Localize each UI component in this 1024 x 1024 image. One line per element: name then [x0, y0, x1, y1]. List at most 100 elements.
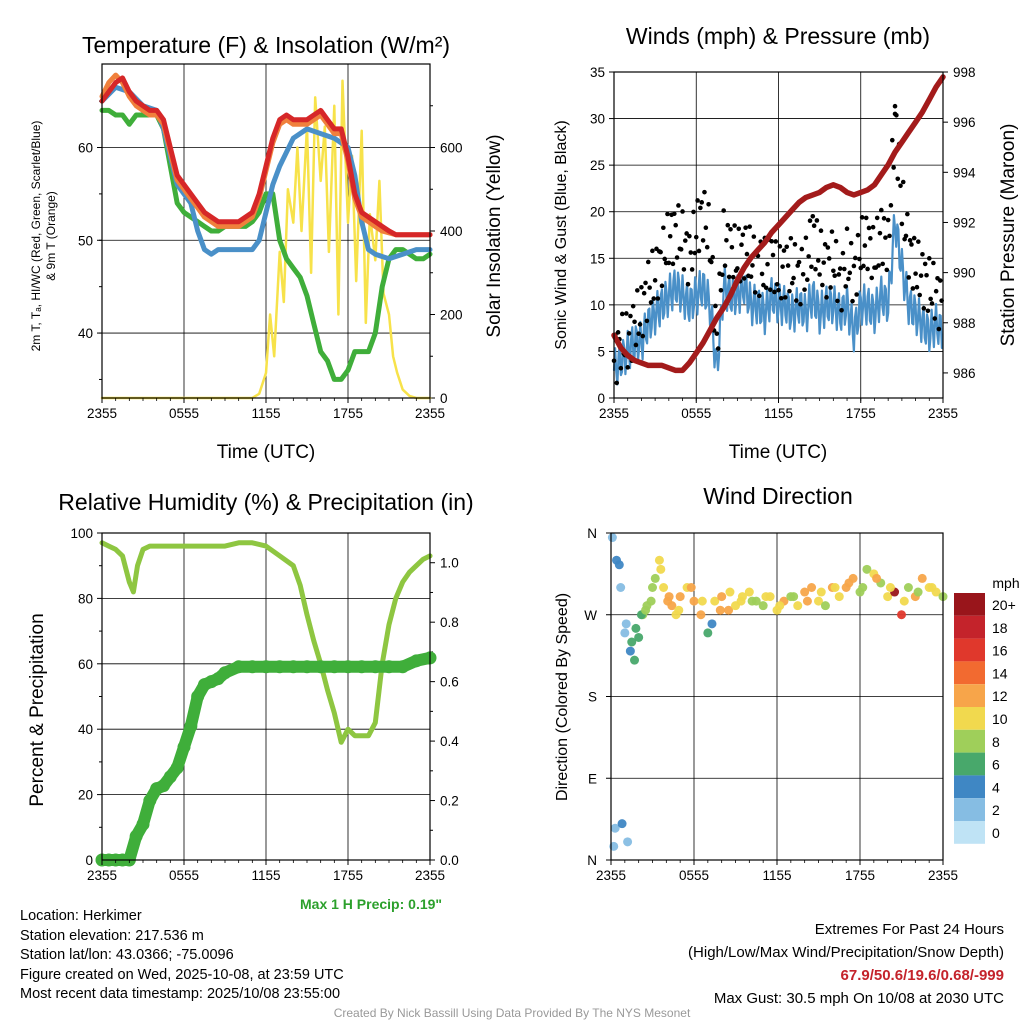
wind-xlabel: Time (UTC) [729, 442, 828, 463]
dir-point [697, 596, 707, 606]
temp-ytick-right-label: 600 [440, 141, 463, 156]
wind-gust-point [689, 267, 695, 272]
wind-gust-point [706, 201, 711, 207]
wind-gust-point [826, 256, 832, 261]
dir-point [707, 619, 717, 629]
dir-title: Wind Direction [703, 483, 853, 509]
wind-ytick-right-label: 994 [953, 165, 976, 180]
wind-gust-point [691, 209, 696, 215]
wind-gust-point [644, 318, 650, 324]
wind-series-pressure [611, 74, 946, 374]
wind-gust-point [741, 276, 747, 281]
dir-point [623, 837, 633, 847]
wind-gust-point [820, 282, 825, 288]
wind-gust-point [695, 198, 700, 203]
wind-gust-point [759, 271, 765, 277]
wind-gust-point [884, 267, 890, 273]
wind-gust-point [667, 233, 673, 239]
wind-gust-point [639, 284, 644, 290]
dir-point [646, 596, 656, 606]
wind-gust-point [718, 287, 724, 293]
legend-swatch [954, 729, 985, 753]
dir-point [715, 605, 725, 615]
wind-gust-point [803, 235, 809, 241]
rh-ytick-right-label: 0.2 [440, 794, 459, 809]
wind-gust-point [892, 103, 898, 109]
wind-xtick-label: 0555 [681, 406, 711, 421]
legend-swatch [954, 615, 985, 639]
wind-gust-point [641, 290, 647, 296]
wind-gust-point [769, 239, 774, 244]
wind-gust-point [870, 224, 876, 230]
legend-title: mph [992, 575, 1019, 591]
wind-gust-point [672, 211, 677, 217]
wind-gust-point [750, 263, 755, 268]
dir-point [830, 583, 840, 592]
wind-gust-point [676, 203, 681, 208]
dir-xtick-label: 2355 [596, 868, 626, 883]
temp-xtick-label: 1155 [251, 406, 280, 421]
dir-ytick-label: S [588, 690, 597, 705]
wind-gust-point [832, 273, 838, 278]
dir-point [913, 587, 923, 597]
dir-point [814, 596, 823, 606]
wind-gust-point [866, 225, 872, 231]
dir-point [800, 587, 810, 597]
dir-point [885, 583, 895, 592]
rh-xtick-label: 0555 [169, 868, 199, 883]
wind-gust-point [619, 311, 625, 317]
legend-label: 6 [992, 757, 1000, 773]
wind-xtick-label: 1155 [764, 406, 793, 421]
legend-label: 12 [992, 688, 1008, 704]
wind-gust-point [862, 243, 868, 248]
dir-point [789, 592, 799, 602]
wind-gust-point [885, 217, 891, 223]
wind-gust-point [810, 213, 816, 219]
dir-point [667, 601, 677, 611]
wind-gust-point [751, 234, 757, 239]
rh-ytick-label: 0 [85, 853, 93, 868]
rh-xtick-label: 1155 [251, 868, 280, 883]
wind-gust-point [765, 261, 770, 267]
legend-label: 16 [992, 643, 1008, 659]
wind-gust-point [757, 293, 762, 299]
wind-gust-point [859, 215, 865, 220]
wind-gust-point [829, 229, 835, 234]
wind-gust-point [913, 271, 918, 276]
wind-ytick-label: 15 [590, 251, 605, 266]
wind-gust-point [855, 232, 861, 238]
legend-swatch [954, 707, 985, 730]
wind-gust-point [814, 218, 820, 223]
wind-gust-point [670, 261, 676, 267]
wind-gust-point [652, 278, 658, 283]
legend-label: 20+ [992, 597, 1016, 613]
rh-ytick-right-label: 0.6 [440, 675, 459, 690]
wind-gust-point [744, 251, 750, 257]
wind-gust-point [678, 247, 684, 252]
legend-swatch [954, 752, 985, 776]
dir-point [903, 583, 913, 592]
wind-ytick-right-label: 996 [953, 115, 976, 130]
credit-text: Created By Nick Bassill Using Data Provi… [333, 1006, 691, 1020]
rh-ytick-label: 100 [70, 526, 93, 541]
dir-ytick-label: W [584, 608, 597, 623]
dir-point [634, 632, 644, 642]
wind-gust-point [713, 303, 718, 309]
dir-point [625, 646, 635, 656]
temp-ytick-right-label: 0 [440, 391, 448, 406]
dir-point [654, 555, 664, 565]
wind-gust-point [802, 287, 807, 292]
dir-point [883, 592, 893, 602]
rh-xtick-label: 2355 [87, 868, 117, 883]
wind-gust-point [928, 296, 933, 302]
dir-ytick-label: N [587, 853, 597, 868]
wind-gust-point [740, 232, 746, 238]
dir-point [650, 573, 660, 583]
wind-gust-point [772, 289, 777, 295]
wind-gust-point [722, 263, 728, 268]
temp-xtick-label: 2355 [87, 406, 117, 421]
wind-gust-point [874, 215, 880, 221]
wind-gust-point [685, 281, 691, 287]
wind-gust-point [898, 183, 903, 189]
wind-gust-point [614, 380, 620, 386]
